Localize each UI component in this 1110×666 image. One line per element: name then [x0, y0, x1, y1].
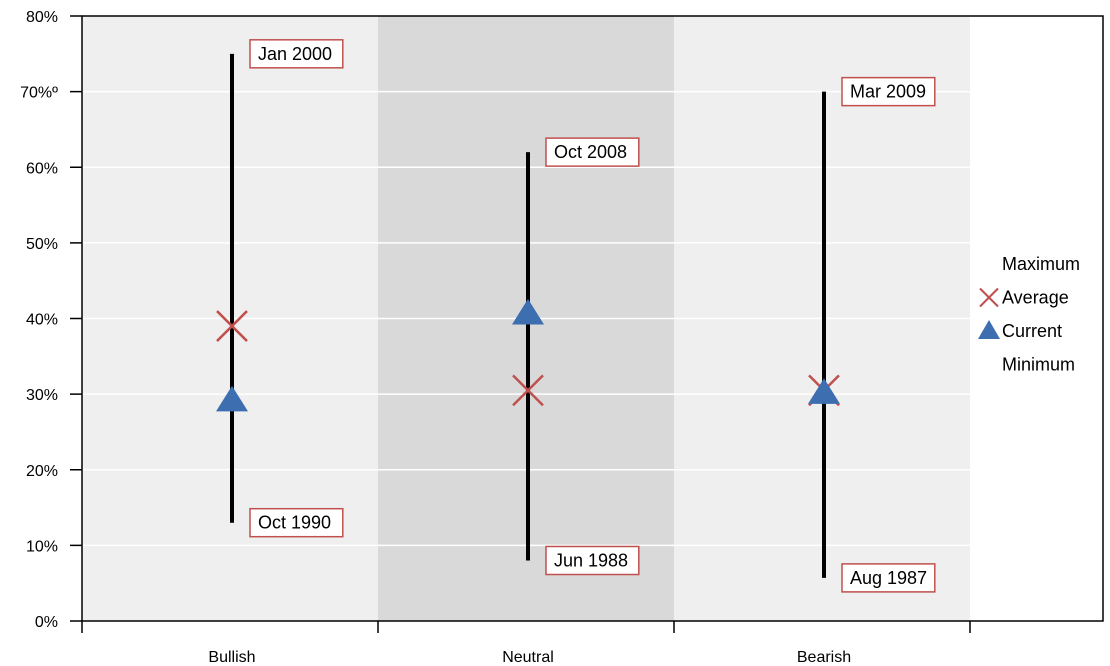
min-date-label: Oct 1990 — [249, 507, 344, 538]
y-tick-label: 30% — [26, 387, 58, 404]
legend-label: Average — [1002, 288, 1069, 308]
average-marker — [512, 374, 544, 407]
annotation-text: Oct 2008 — [554, 142, 627, 162]
markers — [216, 298, 840, 412]
annotation-box — [841, 563, 936, 593]
min-date-label: Aug 1987 — [841, 563, 936, 593]
y-tick-label: 0% — [35, 614, 58, 631]
min-date-label: Jun 1988 — [545, 545, 640, 576]
y-axis-ticks: 0% 10% 20% 30% 40% 50% 60% 70%º 80% — [20, 9, 82, 631]
annotation-text: Oct 1990 — [258, 513, 331, 533]
x-axis-ticks: Bullish Neutral Bearish — [81, 621, 971, 666]
current-marker — [808, 378, 840, 404]
annotation-text: Jun 1988 — [554, 551, 628, 571]
annotation-box — [841, 76, 936, 107]
x-tick-label: Bearish — [797, 649, 851, 666]
annotation-box — [249, 39, 344, 69]
y-tick-label: 70%º — [20, 85, 58, 102]
annotation-text: Mar 2009 — [850, 82, 926, 102]
average-cross-stroke — [216, 310, 248, 342]
legend-item: Current — [978, 320, 1062, 341]
y-tick-label: 10% — [26, 538, 58, 555]
legend-label: Maximum — [1002, 254, 1080, 274]
y-tick-label: 40% — [26, 312, 58, 329]
y-tick-label: 20% — [26, 463, 58, 480]
annotations: Jan 2000 Oct 1990 Oct 2008 Jun 1988 Mar 2009… — [249, 39, 936, 593]
y-tick-label: 50% — [26, 236, 58, 253]
annotation-text: Jan 2000 — [258, 44, 332, 64]
annotation-box — [545, 137, 640, 167]
legend-item: Maximum — [1002, 254, 1080, 274]
max-date-label: Jan 2000 — [249, 39, 344, 69]
annotation-box — [545, 545, 640, 576]
legend: Maximum Average Current Minimum — [978, 254, 1080, 375]
range-lines — [230, 53, 826, 578]
current-marker — [216, 385, 248, 412]
max-date-label: Oct 2008 — [545, 137, 640, 167]
average-marker — [216, 310, 248, 342]
legend-item: Average — [979, 287, 1069, 308]
x-tick-label: Bullish — [208, 649, 255, 666]
annotation-text: Aug 1987 — [850, 568, 927, 588]
y-tick-label: 80% — [26, 9, 58, 26]
legend-current-icon — [978, 320, 1000, 339]
legend-label: Minimum — [1002, 355, 1075, 375]
average-cross-stroke — [512, 374, 544, 407]
gridlines — [82, 90, 1103, 547]
legend-item: Minimum — [1002, 355, 1075, 375]
x-tick-label: Neutral — [502, 649, 554, 666]
legend-label: Current — [1002, 321, 1062, 341]
y-tick-label: 60% — [26, 160, 58, 177]
legend-average-icon — [979, 287, 999, 308]
max-date-label: Mar 2009 — [841, 76, 936, 107]
current-marker — [512, 298, 544, 325]
annotation-box — [249, 507, 344, 538]
